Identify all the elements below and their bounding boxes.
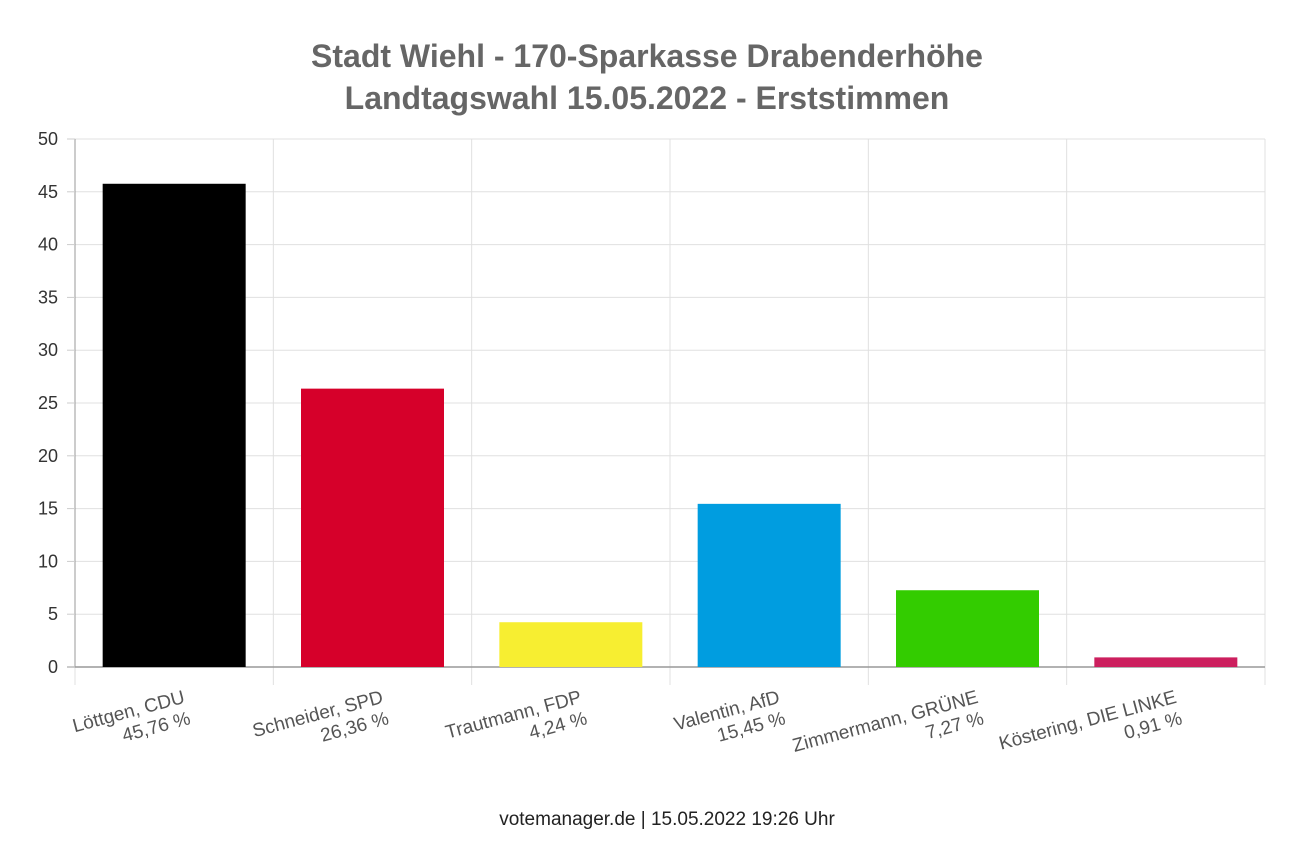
bar-4	[896, 590, 1039, 667]
chart-footer: votemanager.de | 15.05.2022 19:26 Uhr	[499, 809, 835, 830]
y-tick-label: 45	[38, 182, 58, 202]
y-axis-ticks: 0 5 10 15 20 25 30 35 40 45 50	[38, 129, 58, 677]
y-tick-label: 5	[48, 604, 58, 624]
grid-lines	[67, 138, 1266, 685]
y-tick-label: 40	[38, 235, 58, 255]
bar-1	[301, 388, 444, 667]
bar-3	[697, 503, 841, 667]
bar-0	[102, 183, 246, 667]
bar-5	[1094, 657, 1238, 667]
y-tick-label: 25	[38, 393, 58, 413]
y-tick-label: 50	[38, 129, 58, 149]
y-tick-label: 0	[48, 657, 58, 677]
bar-2	[499, 622, 643, 667]
chart-title-line-1: Stadt Wiehl - 170-Sparkasse Drabenderhöh…	[311, 38, 983, 74]
y-tick-label: 10	[38, 551, 58, 571]
y-tick-label: 35	[38, 287, 58, 307]
y-tick-label: 15	[38, 499, 58, 519]
y-tick-label: 20	[38, 446, 58, 466]
bars-group	[102, 183, 1238, 667]
y-tick-label: 30	[38, 340, 58, 360]
chart-title-line-2: Landtagswahl 15.05.2022 - Erststimmen	[345, 80, 950, 116]
